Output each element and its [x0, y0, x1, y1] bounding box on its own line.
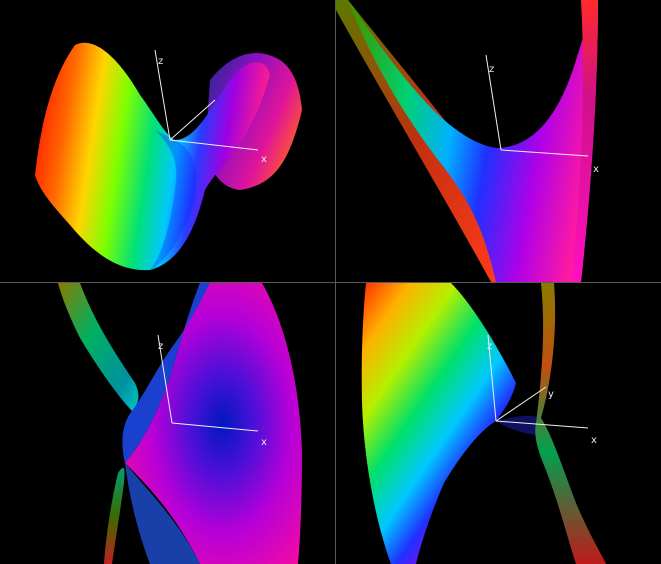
axis-label-z: z: [489, 64, 494, 75]
surface-right-wing: [535, 283, 606, 564]
axis-label-z: z: [487, 341, 492, 352]
surface-right-edge: [571, 0, 598, 282]
surface-saddle-shadow: [150, 130, 197, 270]
surface-lower-left: [104, 467, 125, 564]
axis-label-x: x: [591, 435, 597, 446]
axis-label-z: z: [158, 341, 163, 352]
surface-render: z y x: [361, 283, 606, 564]
axis-label-z: z: [158, 56, 163, 67]
surface-main: [125, 283, 302, 564]
surface-left-strip: [58, 283, 139, 411]
surface-left-sheet: [336, 0, 496, 282]
axis-triad: z x: [485, 54, 599, 175]
surface-render: z x: [35, 42, 302, 271]
surface-render: z x: [58, 283, 302, 564]
axis-label-x: x: [261, 437, 267, 448]
axis-triad: z y x: [487, 334, 597, 446]
axis-triad: z x: [154, 49, 267, 165]
viewport-bottom-right[interactable]: z y x: [336, 283, 661, 564]
surface-lower-fold: [125, 463, 200, 564]
surface-main: [348, 0, 598, 282]
viewport-top-left[interactable]: z x: [0, 0, 335, 282]
surface-main: [361, 283, 516, 564]
horizontal-divider: [0, 282, 661, 283]
surface-throat: [496, 415, 544, 435]
surface-main: [35, 42, 270, 271]
surface-wing: [122, 283, 210, 463]
axis-label-y: y: [548, 389, 554, 400]
axis-label-x: x: [593, 164, 599, 175]
viewport-bottom-left[interactable]: z x: [0, 283, 335, 564]
axis-label-x: x: [261, 154, 267, 165]
surface-render: z x: [336, 0, 599, 282]
axis-triad: z x: [157, 334, 267, 448]
viewport-top-right[interactable]: z x: [336, 0, 661, 282]
